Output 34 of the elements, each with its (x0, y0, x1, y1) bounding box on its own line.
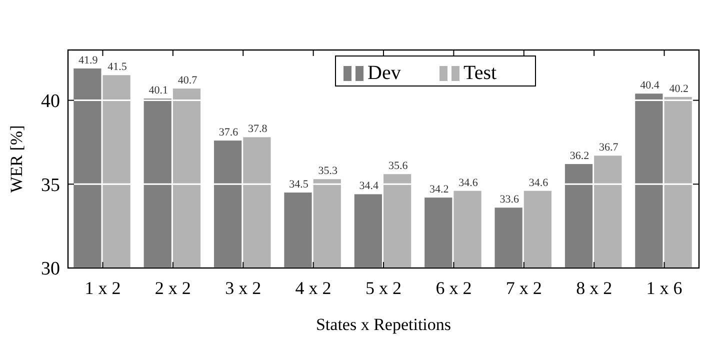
y-tick-label: 35 (41, 174, 60, 196)
x-tick-label: 8 x 2 (576, 278, 612, 298)
y-axis-title: WER [%] (7, 125, 26, 193)
y-tick-label: 40 (41, 90, 60, 112)
data-label: 33.6 (500, 194, 520, 206)
data-label: 34.4 (359, 180, 380, 192)
data-label: 34.6 (528, 176, 549, 189)
data-label: 37.8 (248, 123, 268, 136)
data-label: 36.7 (599, 142, 619, 154)
data-label: 35.3 (318, 165, 338, 178)
data-label: 34.5 (289, 178, 309, 191)
data-label: 34.2 (430, 184, 449, 196)
legend-label: Dev (368, 62, 401, 84)
x-tick-label: 4 x 2 (295, 278, 332, 298)
data-label: 40.4 (640, 80, 660, 92)
data-label: 40.1 (148, 84, 168, 97)
y-tick-label: 30 (41, 258, 60, 280)
x-tick-label: 3 x 2 (225, 278, 262, 298)
x-tick-label: 1 x 2 (84, 278, 121, 298)
data-label: 41.9 (78, 54, 98, 66)
data-label: 34.6 (458, 176, 478, 189)
x-tick-label: 1 x 6 (646, 278, 682, 298)
data-label: 41.5 (108, 61, 128, 74)
data-label: 36.2 (570, 150, 590, 162)
x-axis-title: States x Repetitions (316, 315, 452, 334)
x-tick-label: 7 x 2 (506, 278, 542, 298)
legend-label: Test (464, 62, 497, 84)
x-tick-label: 5 x 2 (366, 278, 402, 298)
data-label: 40.2 (669, 82, 688, 95)
data-label: 35.6 (388, 160, 408, 172)
x-tick-label: 6 x 2 (436, 278, 472, 298)
data-label: 40.7 (178, 74, 198, 87)
x-tick-label: 2 x 2 (154, 278, 191, 298)
data-label: 37.6 (218, 126, 239, 139)
